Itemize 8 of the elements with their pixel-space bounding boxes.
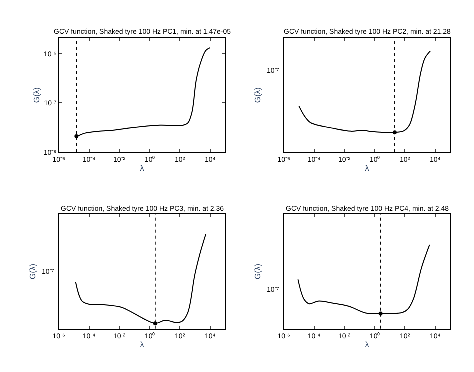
x-axis-title: λ [365,340,370,350]
y-axis-title: G(λ) [254,264,263,280]
y-axis-title: G(λ) [28,264,38,280]
x-axis-title: λ [140,164,144,173]
x-axis-title: λ [365,164,370,173]
y-axis-title: G(λ) [254,87,263,104]
x-axis-title: λ [140,340,144,350]
y-axis-title: G(λ) [32,87,42,104]
